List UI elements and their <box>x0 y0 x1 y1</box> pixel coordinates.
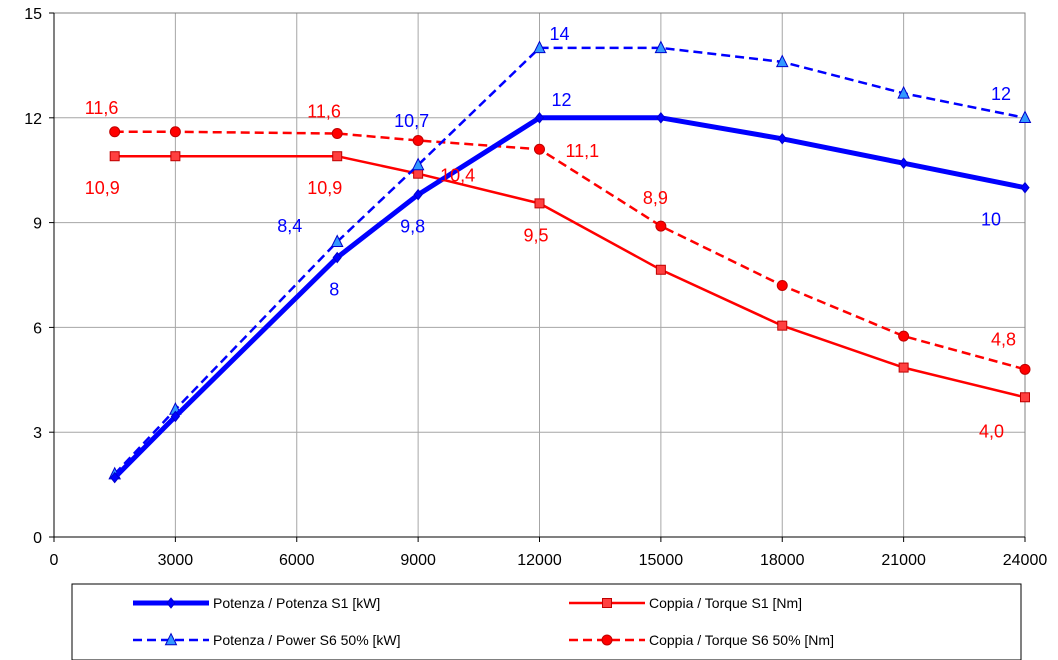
data-label: 8,9 <box>643 188 668 208</box>
legend-item-2: Potenza / Power S6 50% [kW] <box>133 632 401 648</box>
data-point <box>411 157 425 171</box>
x-tick-label: 3000 <box>158 552 194 569</box>
legend-label: Potenza / Power S6 50% [kW] <box>213 632 401 648</box>
legend-item-3: Coppia / Torque S6 50% [Nm] <box>569 632 834 648</box>
data-point <box>655 220 667 232</box>
x-tick-label: 15000 <box>639 552 684 569</box>
y-tick-label: 9 <box>33 216 42 233</box>
data-point <box>534 143 545 155</box>
y-tick-label: 3 <box>33 425 42 442</box>
data-point <box>169 126 181 138</box>
data-label: 12 <box>552 90 572 110</box>
data-point <box>170 151 181 162</box>
data-label: 8 <box>329 280 339 300</box>
data-label: 11,6 <box>85 98 119 118</box>
series-layer <box>108 40 1032 484</box>
data-point <box>655 264 666 275</box>
data-point <box>534 111 545 124</box>
data-label: 10 <box>981 210 1001 230</box>
axes: 0 3000 6000 9000 12000 15000 18000 21000 24000 0 3… <box>24 6 1047 569</box>
data-label: 12 <box>991 84 1011 104</box>
data-point <box>656 111 666 124</box>
data-label: 4,0 <box>979 421 1004 441</box>
data-label: 11,1 <box>566 141 600 161</box>
y-tick-label: 6 <box>33 320 42 337</box>
legend-label: Coppia / Torque S1 [Nm] <box>649 595 802 611</box>
data-point <box>109 126 121 138</box>
data-point <box>775 54 789 68</box>
x-tick-label: 12000 <box>517 552 562 569</box>
data-label: 11,6 <box>307 102 341 122</box>
data-point <box>109 151 120 162</box>
series-0 <box>110 111 1030 484</box>
data-point <box>776 279 788 291</box>
data-label: 10,9 <box>85 178 120 198</box>
x-tick-label: 24000 <box>1003 552 1048 569</box>
data-point <box>330 234 344 248</box>
legend: Potenza / Potenza S1 [kW] Coppia / Torque… <box>71 583 1022 660</box>
data-label: 10,4 <box>440 166 475 186</box>
legend-label: Potenza / Potenza S1 [kW] <box>213 595 380 611</box>
x-tick-label: 9000 <box>400 552 436 569</box>
data-point <box>331 128 343 140</box>
data-labels: 11,6 10,9 11,6 10,9 10,7 10,4 9,8 8,4 8 14 12 11,1 9… <box>85 24 1016 441</box>
data-point <box>1018 110 1032 124</box>
data-point <box>170 410 181 423</box>
data-point <box>777 132 787 145</box>
data-point <box>332 151 343 162</box>
x-tick-label: 0 <box>50 552 59 569</box>
legend-label: Coppia / Torque S6 50% [Nm] <box>649 632 834 648</box>
series-line <box>113 46 1026 475</box>
y-tick-label: 0 <box>33 530 42 547</box>
data-point <box>898 157 909 170</box>
data-label: 9,8 <box>400 217 425 237</box>
legend-marker <box>164 632 178 646</box>
data-label: 10,9 <box>307 178 342 198</box>
data-point <box>1019 363 1031 375</box>
data-point <box>1020 181 1030 194</box>
data-point <box>413 168 424 179</box>
legend-item-0: Potenza / Potenza S1 [kW] <box>133 595 380 611</box>
data-point <box>777 320 788 331</box>
data-label: 9,5 <box>524 225 549 245</box>
data-point <box>898 330 910 342</box>
data-point <box>897 85 910 99</box>
data-label: 4,8 <box>991 329 1016 349</box>
data-point <box>332 251 342 264</box>
data-label: 14 <box>550 24 570 44</box>
legend-box <box>71 583 1022 660</box>
legend-item-1: Coppia / Torque S1 [Nm] <box>569 595 802 611</box>
data-label: 10,7 <box>394 111 429 131</box>
x-tick-label: 6000 <box>279 552 315 569</box>
data-point <box>898 362 909 373</box>
legend-marker <box>166 597 176 609</box>
x-tick-label: 18000 <box>760 552 805 569</box>
legend-marker <box>602 598 612 608</box>
legend-marker <box>601 634 613 646</box>
y-tick-label: 12 <box>24 111 42 128</box>
y-tick-label: 15 <box>24 6 42 23</box>
series-3 <box>109 126 1031 375</box>
data-point <box>412 135 424 147</box>
data-point <box>413 188 423 201</box>
data-point <box>533 40 546 54</box>
data-point <box>654 40 668 54</box>
x-tick-label: 21000 <box>881 552 926 569</box>
data-point <box>534 198 545 209</box>
data-point <box>1020 392 1030 403</box>
data-point <box>110 471 120 484</box>
series-1 <box>109 151 1030 403</box>
data-label: 8,4 <box>277 216 302 236</box>
